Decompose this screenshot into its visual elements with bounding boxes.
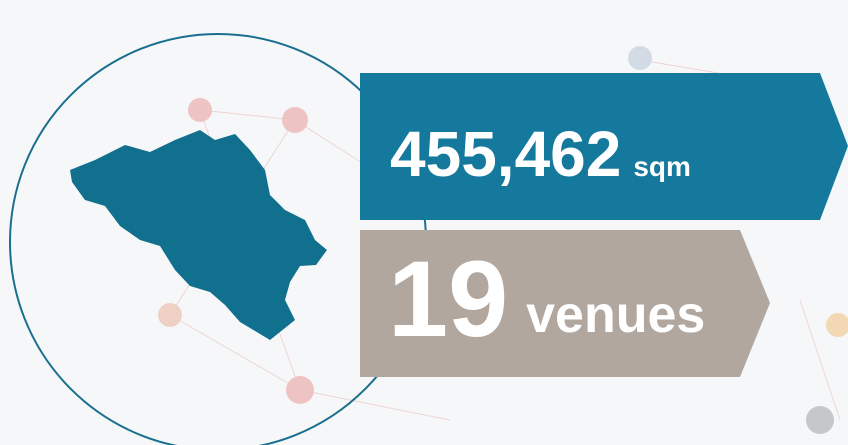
area-value: 455,462 bbox=[390, 118, 621, 190]
area-unit: sqm bbox=[633, 151, 691, 182]
belgium-map bbox=[70, 130, 327, 340]
venues-unit: venues bbox=[526, 286, 705, 344]
page: 455,462 sqm 19 venues (() => { const dat… bbox=[0, 0, 848, 445]
venues-value: 19 bbox=[388, 238, 508, 359]
infographic: 455,462 sqm 19 venues bbox=[0, 0, 848, 445]
